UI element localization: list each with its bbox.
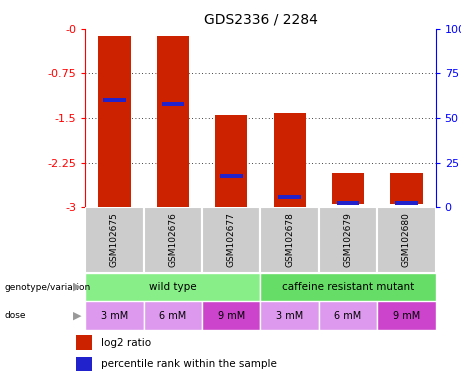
Bar xyxy=(85,301,144,330)
Bar xyxy=(202,207,260,273)
Text: log2 ratio: log2 ratio xyxy=(101,338,151,348)
Title: GDS2336 / 2284: GDS2336 / 2284 xyxy=(203,12,318,26)
Bar xyxy=(76,357,92,371)
Bar xyxy=(278,195,301,199)
Bar xyxy=(103,98,126,102)
Bar xyxy=(319,207,377,273)
Bar xyxy=(157,36,189,207)
Text: 6 mM: 6 mM xyxy=(159,311,187,321)
Bar xyxy=(377,207,436,273)
Text: genotype/variation: genotype/variation xyxy=(5,283,91,291)
Bar xyxy=(260,273,436,301)
Bar xyxy=(332,173,364,204)
Text: ▶: ▶ xyxy=(73,282,82,292)
Text: GSM102678: GSM102678 xyxy=(285,213,294,267)
Text: 3 mM: 3 mM xyxy=(101,311,128,321)
Bar xyxy=(260,301,319,330)
Bar xyxy=(215,115,247,207)
Bar xyxy=(377,301,436,330)
Text: dose: dose xyxy=(5,311,26,320)
Text: GSM102677: GSM102677 xyxy=(227,213,236,267)
Bar xyxy=(395,201,418,205)
Bar xyxy=(337,201,359,205)
Bar xyxy=(76,335,92,350)
Bar xyxy=(99,36,130,207)
Bar xyxy=(144,207,202,273)
Bar xyxy=(162,102,184,106)
Bar xyxy=(274,113,306,207)
Bar xyxy=(390,173,422,204)
Text: 9 mM: 9 mM xyxy=(218,311,245,321)
Bar xyxy=(85,207,144,273)
Bar xyxy=(220,174,242,179)
Text: 6 mM: 6 mM xyxy=(334,311,362,321)
Text: percentile rank within the sample: percentile rank within the sample xyxy=(101,359,277,369)
Bar xyxy=(260,207,319,273)
Text: 3 mM: 3 mM xyxy=(276,311,303,321)
Text: wild type: wild type xyxy=(149,282,197,292)
Text: GSM102675: GSM102675 xyxy=(110,213,119,267)
Text: caffeine resistant mutant: caffeine resistant mutant xyxy=(282,282,414,292)
Bar xyxy=(319,301,377,330)
Text: GSM102680: GSM102680 xyxy=(402,213,411,267)
Text: GSM102676: GSM102676 xyxy=(168,213,177,267)
Text: ▶: ▶ xyxy=(73,311,82,321)
Bar xyxy=(144,301,202,330)
Bar xyxy=(85,273,260,301)
Bar xyxy=(202,301,260,330)
Text: 9 mM: 9 mM xyxy=(393,311,420,321)
Text: GSM102679: GSM102679 xyxy=(343,213,353,267)
